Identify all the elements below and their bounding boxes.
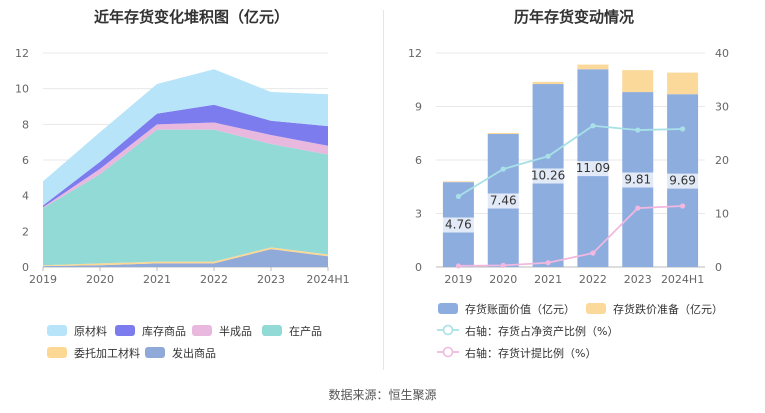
y-tick-label: 10 [15,83,29,96]
line-series [457,124,683,198]
legend-swatch [145,347,165,358]
legend-swatch-marker [442,324,454,336]
right-chart-title: 历年存货变动情况 [513,8,634,26]
left-chart-panel: 近年存货变化堆积图（亿元） 0 2 4 6 8 10 12 2019 2020 2021 2022 2… [0,0,383,380]
legend-label: 半成品 [219,324,252,338]
legend-label: 存货账面价值（亿元） [465,302,575,316]
legend-swatch [192,325,212,336]
legend-swatch [115,325,135,336]
line-point [500,166,506,172]
legend-label: 在产品 [289,324,322,338]
bar-data-label: 4.76 [445,218,472,232]
legend-swatch [47,325,67,336]
bar-data-label: 11.09 [576,161,610,175]
area-series [43,104,328,208]
bar-data-label: 9.81 [624,173,651,187]
bar-impairment [577,64,609,70]
right-combo-chart: 0 3 6 9 12 0 10 20 30 40 2019 2020 2021 2022 2023 2024H… [408,47,729,360]
legend-label: 右轴：存货占净资产比例（%） [465,324,618,338]
y-right-tick-label: 30 [715,101,729,114]
x-tick-label: 2022 [579,273,607,286]
x-tick-label: 2021 [534,273,562,286]
line-point [635,205,641,211]
bar-data-label: 10.26 [531,169,565,183]
legend-label: 存货跌价准备（亿元） [613,302,723,316]
bar-data-label: 7.46 [490,193,517,207]
legend-label: 原材料 [74,324,107,338]
legend-label: 库存商品 [142,324,186,338]
y-right-tick-label: 0 [715,261,722,274]
data-label-bg [571,161,615,177]
line-point [455,263,462,269]
legend-label: 委托加工材料 [74,346,140,360]
x-tick-label: 2019 [29,273,57,286]
y-left-tick-label: 12 [408,47,422,60]
x-tick-label: 2020 [489,273,517,286]
line-point [635,127,641,133]
y-left-tick-label: 3 [415,208,422,221]
x-tick-label: 2024H1 [661,273,704,286]
y-tick-label: 4 [22,190,29,203]
area-series [43,249,328,267]
left-chart-title: 近年存货变化堆积图（亿元） [93,8,289,26]
line-point [679,126,686,132]
line-point [679,203,686,209]
line-point [590,250,596,256]
x-tick-label: 2023 [257,273,285,286]
y-tick-label: 2 [22,225,29,238]
legend-label: 右轴：存货计提比例（%） [465,346,596,360]
y-left-tick-label: 6 [415,154,422,167]
y-right-tick-label: 10 [715,208,729,221]
line-point [545,260,551,266]
line-point [545,153,551,159]
x-tick-label: 2019 [444,273,472,286]
x-tick-label: 2021 [143,273,171,286]
data-label-bg [619,172,656,188]
data-label-bg [485,193,522,209]
x-tick-label: 2020 [86,273,114,286]
data-label-bg [664,173,701,189]
bar-impairment [532,81,564,85]
line-point [590,123,596,129]
x-tick-label: 2023 [624,273,652,286]
data-label-bg [440,217,477,233]
x-tick-label: 2024H1 [306,273,349,286]
legend-label: 发出商品 [172,346,216,360]
area-series [43,247,328,267]
area-series [43,129,328,266]
left-stacked-area-chart: 0 2 4 6 8 10 12 2019 2020 2021 2022 2023 2024H1 原材料 库存… [15,47,350,360]
y-tick-label: 0 [22,261,29,274]
y-right-tick-label: 40 [715,47,729,60]
legend-swatch [262,325,282,336]
legend-swatch [438,303,458,314]
line-point [455,193,462,199]
line-series [458,205,683,267]
y-left-tick-label: 0 [415,261,422,274]
y-tick-label: 12 [15,47,29,60]
area-series [43,69,328,206]
x-tick-label: 2022 [200,273,228,286]
bar-impairment [487,132,519,134]
y-right-tick-label: 20 [715,154,729,167]
right-chart-panel: 历年存货变动情况 0 3 6 9 12 0 10 20 30 40 2019 2020 2021 2022… [383,0,765,380]
y-tick-label: 6 [22,154,29,167]
legend-swatch-marker [442,346,454,358]
bar-impairment [622,70,654,93]
legend-swatch [47,347,67,358]
bar-impairment [442,181,474,183]
panel-divider [383,10,384,370]
bar-data-label: 9.69 [669,174,696,188]
bar-impairment [667,72,699,95]
data-source-note: 数据来源：恒生聚源 [328,388,437,402]
y-left-tick-label: 9 [415,101,422,114]
data-label-bg [526,168,570,184]
y-tick-label: 8 [22,118,29,131]
line-point [500,262,506,268]
legend-swatch [586,303,606,314]
